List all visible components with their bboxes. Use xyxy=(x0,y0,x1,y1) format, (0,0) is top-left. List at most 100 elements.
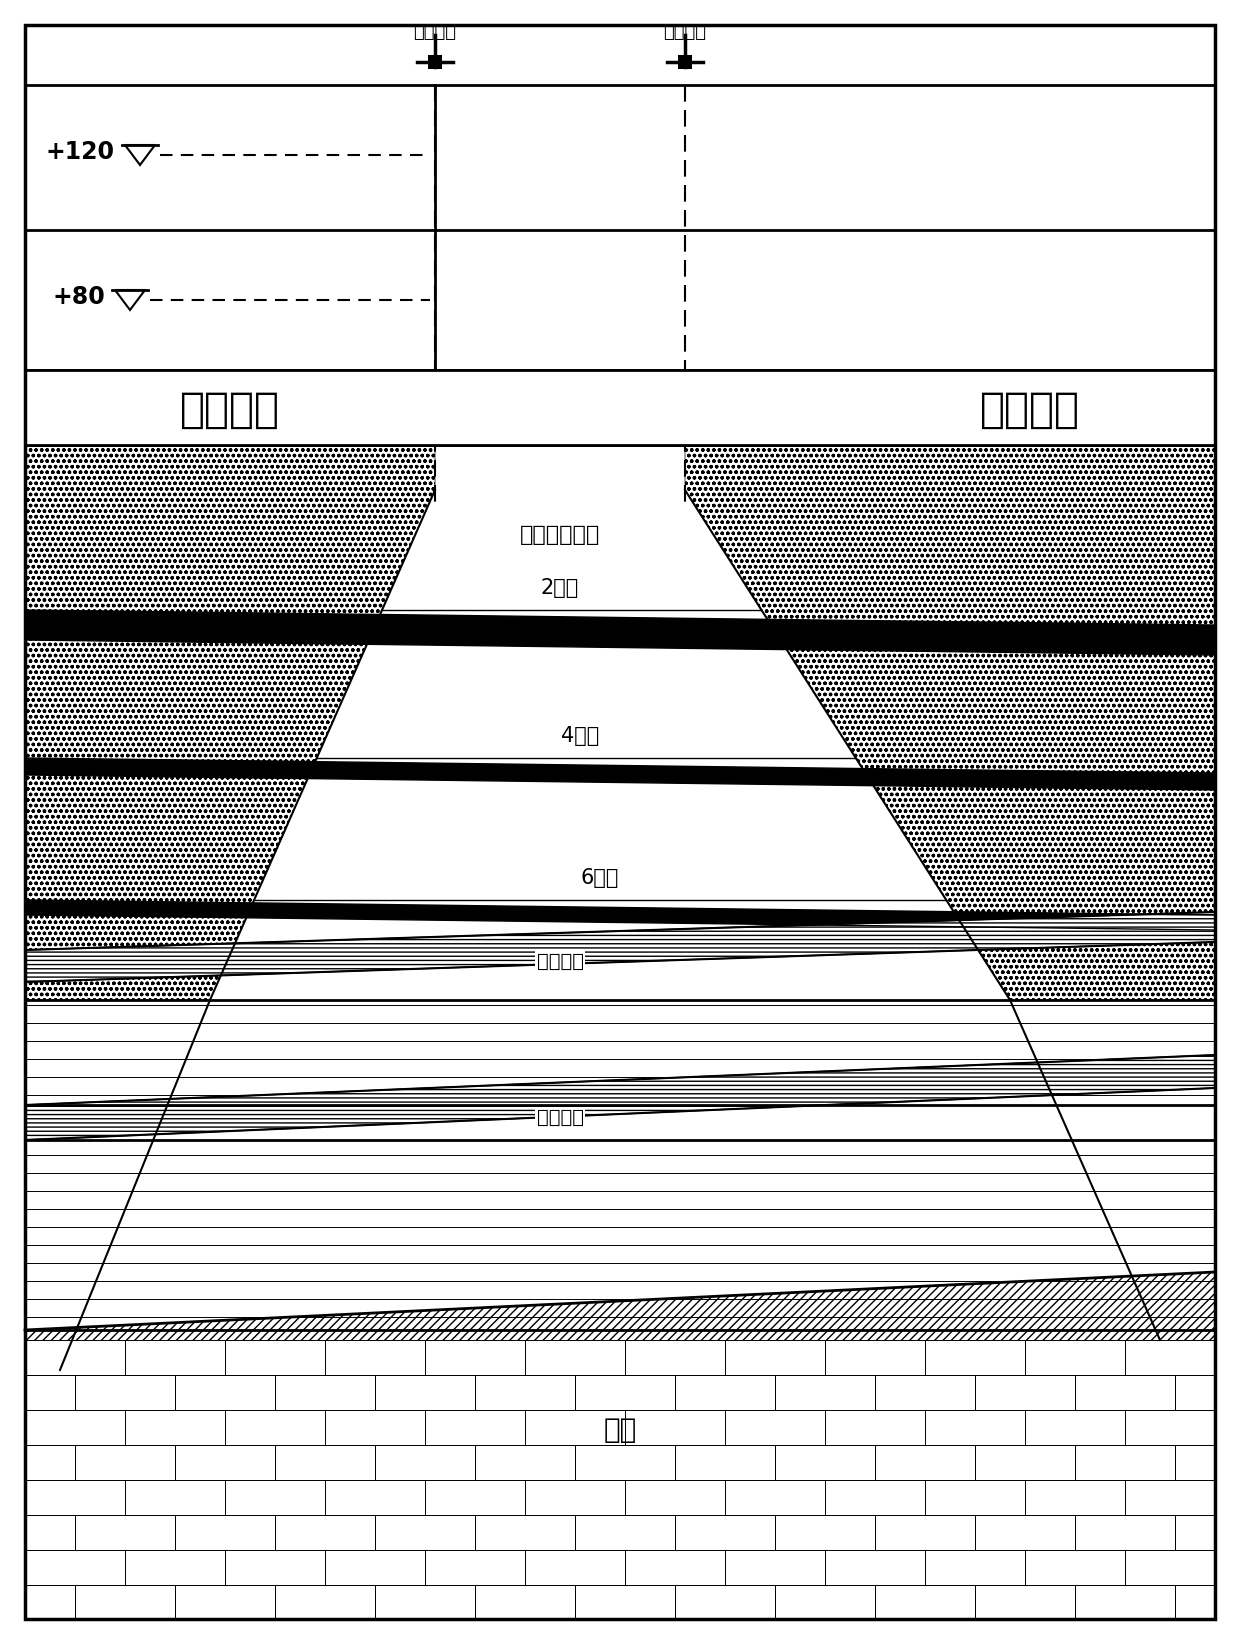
Polygon shape xyxy=(475,1374,575,1411)
Text: 闭井矿井: 闭井矿井 xyxy=(180,390,280,431)
Polygon shape xyxy=(224,1411,325,1445)
Polygon shape xyxy=(875,1374,975,1411)
Polygon shape xyxy=(325,1411,425,1445)
Polygon shape xyxy=(325,1480,425,1516)
Polygon shape xyxy=(25,610,1215,654)
Text: 技术边界: 技术边界 xyxy=(663,23,707,41)
Polygon shape xyxy=(1025,1550,1125,1585)
Polygon shape xyxy=(325,1550,425,1585)
Polygon shape xyxy=(275,1585,374,1619)
Polygon shape xyxy=(374,1516,475,1550)
Polygon shape xyxy=(374,1445,475,1480)
Polygon shape xyxy=(525,1480,625,1516)
Polygon shape xyxy=(875,1445,975,1480)
Polygon shape xyxy=(425,1550,525,1585)
Polygon shape xyxy=(25,1374,74,1411)
Polygon shape xyxy=(975,1445,1075,1480)
Polygon shape xyxy=(25,1411,125,1445)
Polygon shape xyxy=(625,1550,725,1585)
Polygon shape xyxy=(775,1445,875,1480)
Polygon shape xyxy=(1075,1374,1176,1411)
Polygon shape xyxy=(675,1374,775,1411)
Polygon shape xyxy=(825,1480,925,1516)
Polygon shape xyxy=(25,446,435,1000)
Polygon shape xyxy=(775,1585,875,1619)
Polygon shape xyxy=(975,1585,1075,1619)
Polygon shape xyxy=(975,1516,1075,1550)
Polygon shape xyxy=(975,1374,1075,1411)
Polygon shape xyxy=(25,1550,125,1585)
Polygon shape xyxy=(1125,1340,1215,1374)
Polygon shape xyxy=(1075,1445,1176,1480)
Polygon shape xyxy=(74,1374,175,1411)
Polygon shape xyxy=(25,1516,74,1550)
Polygon shape xyxy=(210,490,1011,1000)
Polygon shape xyxy=(725,1340,825,1374)
Polygon shape xyxy=(125,145,155,164)
Polygon shape xyxy=(425,1340,525,1374)
Polygon shape xyxy=(175,1445,275,1480)
Polygon shape xyxy=(925,1550,1025,1585)
Text: 奥灰: 奥灰 xyxy=(604,1415,636,1443)
Polygon shape xyxy=(625,1480,725,1516)
Polygon shape xyxy=(175,1585,275,1619)
Polygon shape xyxy=(725,1480,825,1516)
Polygon shape xyxy=(1075,1585,1176,1619)
Polygon shape xyxy=(25,1445,74,1480)
Polygon shape xyxy=(125,1411,224,1445)
Text: 4号煤: 4号煤 xyxy=(560,727,599,746)
Polygon shape xyxy=(224,1550,325,1585)
Polygon shape xyxy=(25,1585,74,1619)
Polygon shape xyxy=(725,1411,825,1445)
Polygon shape xyxy=(1125,1550,1215,1585)
Polygon shape xyxy=(625,1411,725,1445)
Bar xyxy=(25,370,1215,446)
Polygon shape xyxy=(374,1585,475,1619)
Polygon shape xyxy=(275,1516,374,1550)
Polygon shape xyxy=(1176,1585,1215,1619)
Polygon shape xyxy=(525,1550,625,1585)
Polygon shape xyxy=(825,1340,925,1374)
Polygon shape xyxy=(275,1445,374,1480)
Polygon shape xyxy=(224,1340,325,1374)
Polygon shape xyxy=(875,1516,975,1550)
Bar xyxy=(428,54,443,69)
Text: +80: +80 xyxy=(52,284,105,309)
Polygon shape xyxy=(25,899,1215,931)
Polygon shape xyxy=(775,1516,875,1550)
Polygon shape xyxy=(675,1445,775,1480)
Bar xyxy=(678,54,692,69)
Polygon shape xyxy=(25,1340,125,1374)
Polygon shape xyxy=(825,1411,925,1445)
Polygon shape xyxy=(74,1516,175,1550)
Text: 2号煤: 2号煤 xyxy=(541,579,579,598)
Polygon shape xyxy=(825,1550,925,1585)
Polygon shape xyxy=(1025,1340,1125,1374)
Polygon shape xyxy=(1125,1480,1215,1516)
Polygon shape xyxy=(325,1340,425,1374)
Polygon shape xyxy=(575,1445,675,1480)
Text: 薄层灰岩: 薄层灰岩 xyxy=(537,1108,584,1128)
Polygon shape xyxy=(25,758,1215,791)
Text: 生产矿井: 生产矿井 xyxy=(980,390,1080,431)
Polygon shape xyxy=(425,1480,525,1516)
Polygon shape xyxy=(25,1055,1215,1139)
Polygon shape xyxy=(525,1411,625,1445)
Polygon shape xyxy=(125,1550,224,1585)
Polygon shape xyxy=(125,1480,224,1516)
Polygon shape xyxy=(575,1374,675,1411)
Polygon shape xyxy=(575,1585,675,1619)
Polygon shape xyxy=(475,1585,575,1619)
Polygon shape xyxy=(475,1516,575,1550)
Polygon shape xyxy=(1025,1480,1125,1516)
Polygon shape xyxy=(175,1516,275,1550)
Polygon shape xyxy=(925,1480,1025,1516)
Polygon shape xyxy=(374,1374,475,1411)
Polygon shape xyxy=(675,1585,775,1619)
Polygon shape xyxy=(175,1374,275,1411)
Polygon shape xyxy=(1176,1445,1215,1480)
Polygon shape xyxy=(224,1480,325,1516)
Polygon shape xyxy=(275,1374,374,1411)
Polygon shape xyxy=(125,1340,224,1374)
Polygon shape xyxy=(25,1480,125,1516)
